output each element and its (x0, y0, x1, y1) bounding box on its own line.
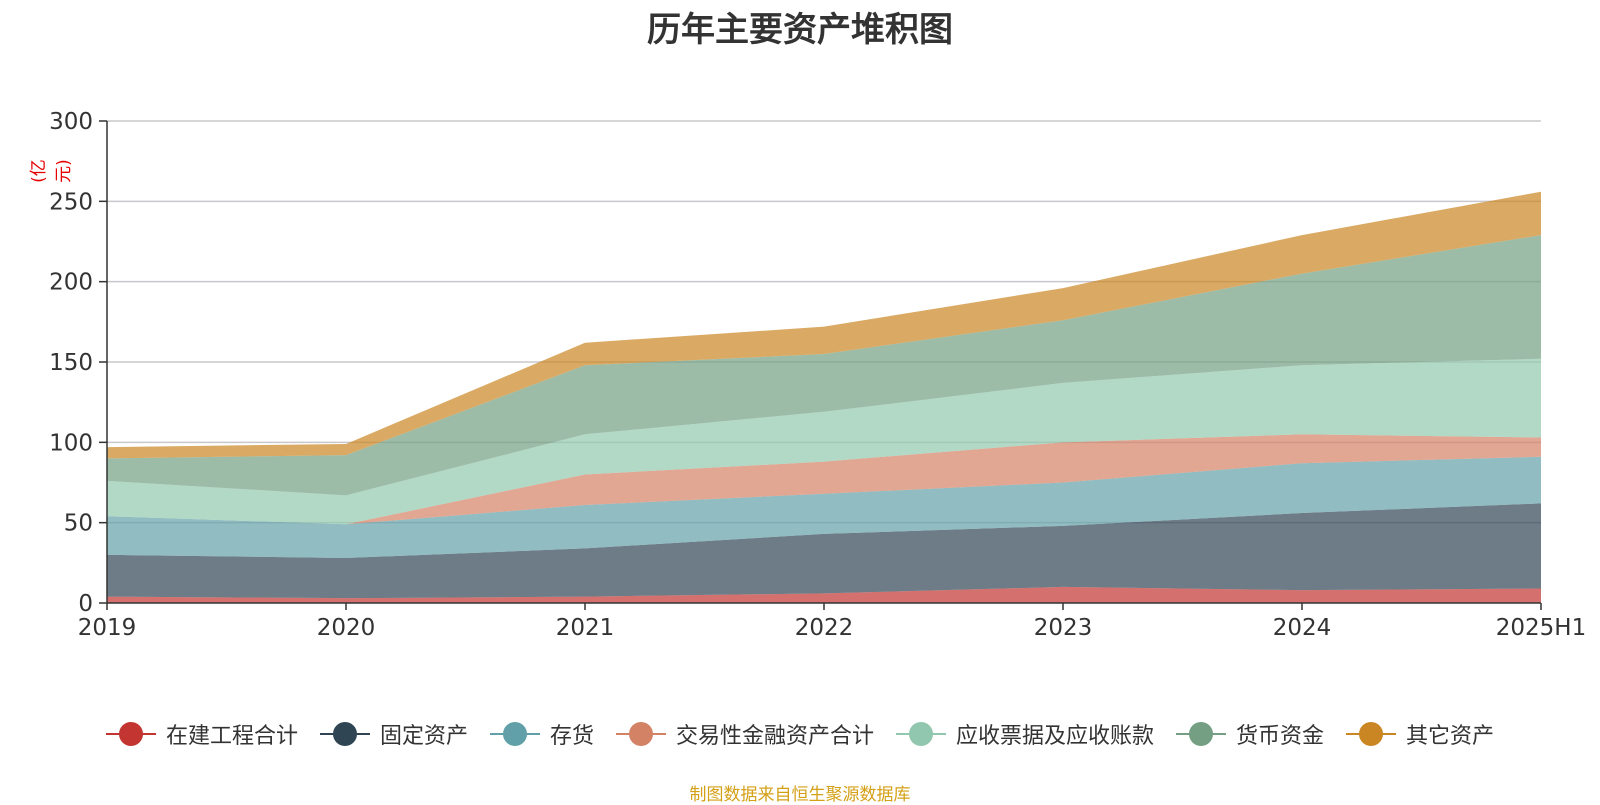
x-tick-label: 2023 (1034, 615, 1093, 641)
y-tick-label: 150 (49, 350, 93, 376)
area-存货 (107, 456, 1541, 559)
legend-item[interactable]: 其它资产 (1346, 718, 1494, 750)
y-tick-label: 0 (78, 591, 93, 617)
y-tick-label: 50 (64, 511, 93, 537)
x-tick-label: 2024 (1273, 615, 1332, 641)
area-series (107, 191, 1541, 603)
x-tick-label: 2022 (795, 615, 854, 641)
area-在建工程合计 (107, 586, 1541, 603)
data-source-footer: 制图数据来自恒生聚源数据库 (689, 785, 911, 805)
legend-label: 应收票据及应收账款 (956, 724, 1155, 749)
legend-marker-icon (1346, 721, 1397, 747)
chart-title: 历年主要资产堆积图 (647, 10, 953, 50)
area-交易性金融资产合计 (107, 434, 1541, 525)
axes: 0 50 100 150 200 250 300 2019 2020 2021 2022 2023 20… (49, 109, 1586, 641)
legend-label: 货币资金 (1236, 724, 1325, 749)
stacked-area-chart: 0 50 100 150 200 250 300 2019 2020 2021 2022 2023 20… (49, 109, 1586, 641)
legend-item[interactable]: 固定资产 (319, 718, 468, 750)
x-tick-label: 2020 (317, 615, 376, 641)
legend-marker-icon (105, 721, 156, 747)
legend-item[interactable]: 存货 (489, 718, 594, 750)
legend-marker-icon (1176, 721, 1227, 747)
chart-legend: 在建工程合计 固定资产 存货 交易性金融资产合计 应收票据及应收账款 货币资金 其它资产 (0, 718, 1600, 750)
legend-marker-icon (615, 721, 666, 747)
y-tick-label: 200 (49, 270, 93, 296)
legend-marker-icon (896, 721, 946, 747)
area-应收票据及应收账款 (107, 358, 1541, 525)
legend-label: 在建工程合计 (165, 724, 298, 749)
area-固定资产 (107, 503, 1541, 599)
legend-marker-icon (489, 721, 540, 747)
legend-label: 交易性金融资产合计 (675, 724, 874, 749)
legend-label: 固定资产 (379, 724, 468, 749)
x-tick-label: 2019 (78, 615, 137, 641)
legend-item[interactable]: 交易性金融资产合计 (615, 718, 874, 750)
legend-marker-icon (319, 721, 370, 747)
area-货币资金 (107, 235, 1541, 496)
legend-label: 其它资产 (1406, 724, 1495, 749)
y-tick-label: 100 (49, 430, 93, 456)
area-其它资产 (107, 191, 1541, 459)
legend-item[interactable]: 在建工程合计 (105, 718, 298, 750)
legend-label: 存货 (549, 724, 594, 749)
y-tick-label: 250 (49, 189, 93, 215)
legend-item[interactable]: 货币资金 (1176, 718, 1324, 750)
x-tick-label: 2021 (556, 615, 615, 641)
legend-item[interactable]: 应收票据及应收账款 (896, 718, 1154, 750)
y-tick-label: 300 (49, 109, 93, 135)
x-tick-label: 2025H1 (1496, 615, 1586, 641)
